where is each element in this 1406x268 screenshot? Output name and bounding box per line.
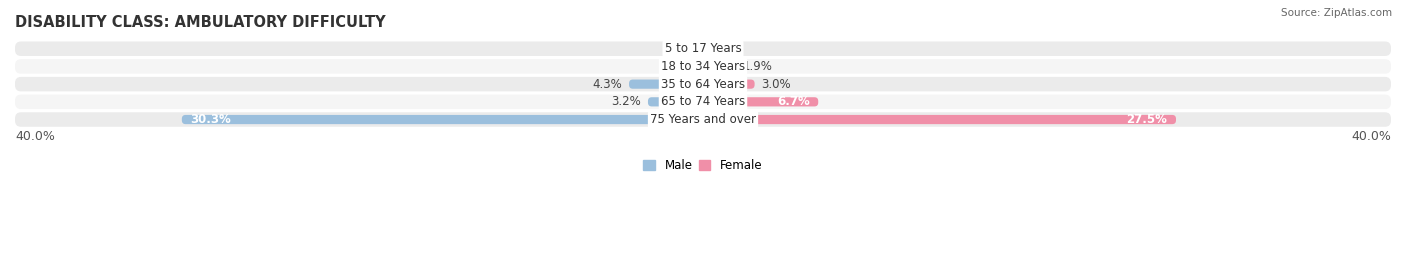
FancyBboxPatch shape — [703, 80, 755, 89]
Text: 40.0%: 40.0% — [1351, 130, 1391, 143]
FancyBboxPatch shape — [648, 97, 703, 106]
FancyBboxPatch shape — [703, 62, 735, 71]
Text: 0.0%: 0.0% — [666, 60, 696, 73]
Text: 75 Years and over: 75 Years and over — [650, 113, 756, 126]
Text: 1.9%: 1.9% — [742, 60, 772, 73]
Text: 4.3%: 4.3% — [592, 78, 623, 91]
FancyBboxPatch shape — [181, 115, 703, 124]
Text: 5 to 17 Years: 5 to 17 Years — [665, 42, 741, 55]
Text: DISABILITY CLASS: AMBULATORY DIFFICULTY: DISABILITY CLASS: AMBULATORY DIFFICULTY — [15, 15, 385, 30]
Text: 0.0%: 0.0% — [666, 42, 696, 55]
Text: 30.3%: 30.3% — [190, 113, 231, 126]
Text: 35 to 64 Years: 35 to 64 Years — [661, 78, 745, 91]
Text: 3.0%: 3.0% — [762, 78, 792, 91]
Text: 18 to 34 Years: 18 to 34 Years — [661, 60, 745, 73]
Text: Source: ZipAtlas.com: Source: ZipAtlas.com — [1281, 8, 1392, 18]
Text: 0.0%: 0.0% — [710, 42, 740, 55]
Legend: Male, Female: Male, Female — [644, 159, 762, 172]
FancyBboxPatch shape — [703, 115, 1175, 124]
Text: 3.2%: 3.2% — [612, 95, 641, 108]
FancyBboxPatch shape — [15, 95, 1391, 109]
FancyBboxPatch shape — [628, 80, 703, 89]
Text: 40.0%: 40.0% — [15, 130, 55, 143]
Text: 27.5%: 27.5% — [1126, 113, 1167, 126]
FancyBboxPatch shape — [703, 97, 818, 106]
FancyBboxPatch shape — [15, 59, 1391, 74]
FancyBboxPatch shape — [15, 112, 1391, 127]
FancyBboxPatch shape — [15, 77, 1391, 91]
FancyBboxPatch shape — [15, 42, 1391, 56]
Text: 6.7%: 6.7% — [778, 95, 810, 108]
Text: 65 to 74 Years: 65 to 74 Years — [661, 95, 745, 108]
